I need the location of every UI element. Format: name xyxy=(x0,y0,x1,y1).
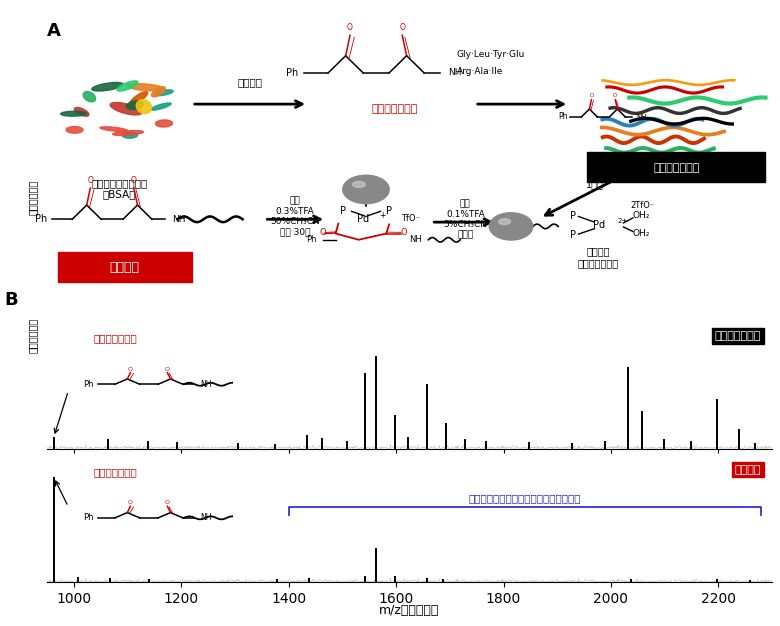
Text: 室温
1時間: 室温 1時間 xyxy=(586,168,604,190)
Text: 2+: 2+ xyxy=(618,218,628,224)
Text: P: P xyxy=(569,210,576,220)
Text: Ph: Ph xyxy=(83,513,94,522)
Text: OH₂: OH₂ xyxy=(633,211,651,220)
Text: O: O xyxy=(589,93,594,98)
Ellipse shape xyxy=(122,132,138,138)
Text: 滜出画分: 滜出画分 xyxy=(109,260,140,274)
Ellipse shape xyxy=(112,131,144,135)
Text: 2TfO⁻: 2TfO⁻ xyxy=(631,202,655,210)
Text: A: A xyxy=(47,22,61,39)
Text: 滜出画分: 滜出画分 xyxy=(735,464,761,475)
Ellipse shape xyxy=(92,83,123,91)
Text: O: O xyxy=(131,176,136,185)
Text: 洗浄
0.1%TFA
5%CH₃CN
水溶液: 洗浄 0.1%TFA 5%CH₃CN 水溶液 xyxy=(443,199,488,240)
Text: O: O xyxy=(128,367,133,372)
Text: 他のペプチドはほとんど除去されている: 他のペプチドはほとんど除去されている xyxy=(469,493,581,503)
Ellipse shape xyxy=(342,175,389,203)
Ellipse shape xyxy=(66,126,83,133)
Text: O: O xyxy=(613,93,618,98)
Text: Ph: Ph xyxy=(285,68,298,78)
Text: P: P xyxy=(386,206,392,216)
Text: NH: NH xyxy=(636,114,647,120)
Text: Ph: Ph xyxy=(307,235,317,244)
Text: O: O xyxy=(87,176,94,185)
Ellipse shape xyxy=(155,120,172,127)
Text: ペプチド混合物: ペプチド混合物 xyxy=(654,163,700,173)
Text: モデルペプチド: モデルペプチド xyxy=(94,334,138,344)
Ellipse shape xyxy=(126,84,164,91)
Ellipse shape xyxy=(110,103,142,115)
Text: O: O xyxy=(347,23,353,32)
Ellipse shape xyxy=(130,92,147,105)
Text: O: O xyxy=(165,500,170,505)
Ellipse shape xyxy=(100,127,127,131)
Text: モデルペプチド: モデルペプチド xyxy=(372,104,418,114)
Text: Ph: Ph xyxy=(34,214,47,224)
Text: m/z（分子量）: m/z（分子量） xyxy=(379,605,440,617)
FancyBboxPatch shape xyxy=(587,153,765,182)
Text: NH: NH xyxy=(410,235,422,244)
Ellipse shape xyxy=(151,103,171,110)
Text: O: O xyxy=(400,228,407,237)
Text: Ph: Ph xyxy=(558,113,568,121)
Text: O: O xyxy=(399,23,405,32)
Text: O: O xyxy=(319,228,326,237)
Ellipse shape xyxy=(136,100,151,113)
Text: TfO⁻: TfO⁻ xyxy=(401,214,420,223)
Text: NH: NH xyxy=(172,215,186,223)
Ellipse shape xyxy=(489,213,533,240)
Ellipse shape xyxy=(154,90,173,96)
Text: NH: NH xyxy=(200,513,211,522)
Ellipse shape xyxy=(151,87,165,97)
Text: 滜出
0.3%TFA
50%CH₃CN
室温 30分: 滜出 0.3%TFA 50%CH₃CN 室温 30分 xyxy=(270,197,320,237)
Text: Pd: Pd xyxy=(593,220,605,230)
Text: Gly·Leu·Tyr·Glu: Gly·Leu·Tyr·Glu xyxy=(456,50,525,59)
Text: モデルペプチド: モデルペプチド xyxy=(94,467,138,477)
FancyBboxPatch shape xyxy=(58,252,192,282)
Text: Pd: Pd xyxy=(357,213,370,223)
Text: ウシ血清アルブミン
（BSA）: ウシ血清アルブミン （BSA） xyxy=(91,178,147,200)
Text: OH₂: OH₂ xyxy=(633,229,651,238)
Ellipse shape xyxy=(74,108,89,116)
Text: B: B xyxy=(4,291,17,309)
Text: NH: NH xyxy=(200,380,211,389)
Text: 固相担持
パラジウム鈔体: 固相担持 パラジウム鈔体 xyxy=(577,246,619,268)
Ellipse shape xyxy=(61,111,87,116)
Text: Ph: Ph xyxy=(83,380,94,389)
Text: NH: NH xyxy=(448,68,462,78)
Ellipse shape xyxy=(353,182,365,187)
Ellipse shape xyxy=(498,218,511,225)
Text: P: P xyxy=(340,206,346,216)
Text: O: O xyxy=(165,367,170,372)
Text: P: P xyxy=(569,230,576,240)
Text: 酵素消化: 酵素消化 xyxy=(237,77,262,87)
Text: Arg·Ala·Ile: Arg·Ala·Ile xyxy=(456,67,503,76)
Text: ペプチド混合物: ペプチド混合物 xyxy=(715,331,761,341)
Ellipse shape xyxy=(126,101,144,110)
Text: シグナル強度: シグナル強度 xyxy=(28,317,37,352)
Ellipse shape xyxy=(83,91,96,102)
Text: +: + xyxy=(379,212,385,220)
Text: シグナル強度: シグナル強度 xyxy=(28,180,37,215)
Ellipse shape xyxy=(117,81,138,91)
Text: O: O xyxy=(128,500,133,505)
